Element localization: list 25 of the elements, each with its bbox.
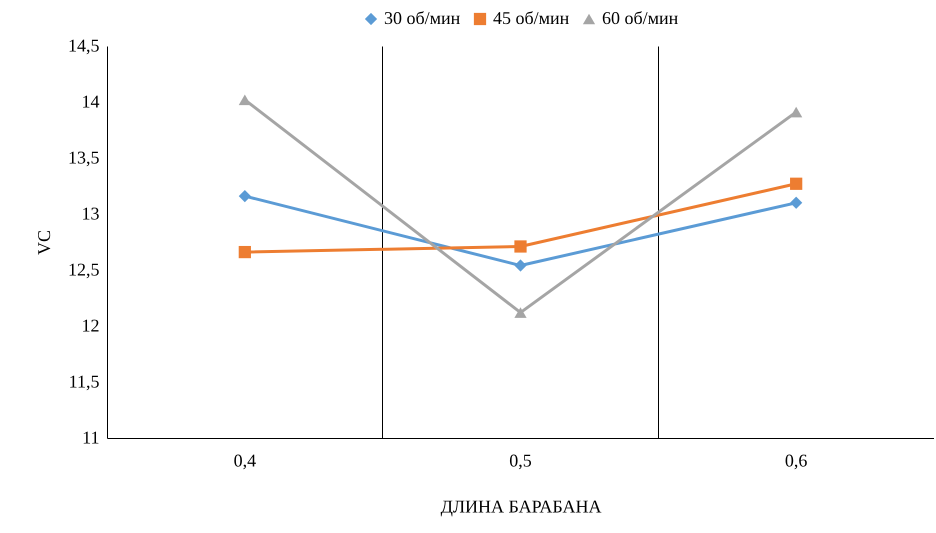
y-tick-label: 11 bbox=[82, 428, 100, 448]
x-tick-label: 0,6 bbox=[784, 450, 808, 470]
y-tick-label: 14 bbox=[82, 92, 100, 112]
point bbox=[238, 94, 251, 106]
legend-label: 45 об/мин bbox=[493, 8, 570, 28]
x-tick-label: 0,4 bbox=[234, 450, 256, 470]
point bbox=[238, 190, 251, 202]
y-tick-label: 14,5 bbox=[68, 36, 100, 56]
y-tick-label: 12 bbox=[82, 316, 100, 336]
x-axis-title: ДЛИНА БАРАБАНА bbox=[440, 496, 602, 516]
x-tick-label: 0,5 bbox=[509, 450, 532, 470]
point bbox=[790, 196, 802, 209]
point bbox=[514, 307, 527, 318]
legend-label: 60 об/мин bbox=[602, 8, 679, 28]
point bbox=[238, 246, 251, 258]
point bbox=[514, 240, 527, 253]
point bbox=[790, 106, 802, 118]
legend-label: 30 об/мин bbox=[384, 8, 461, 28]
point bbox=[514, 259, 527, 272]
point bbox=[790, 178, 802, 190]
y-tick-label: 11,5 bbox=[68, 372, 100, 392]
y-tick-label: 13 bbox=[82, 204, 100, 224]
y-tick-label: 13,5 bbox=[68, 148, 100, 168]
y-axis-title: VC bbox=[34, 230, 54, 256]
y-tick-label: 12,5 bbox=[68, 260, 100, 280]
